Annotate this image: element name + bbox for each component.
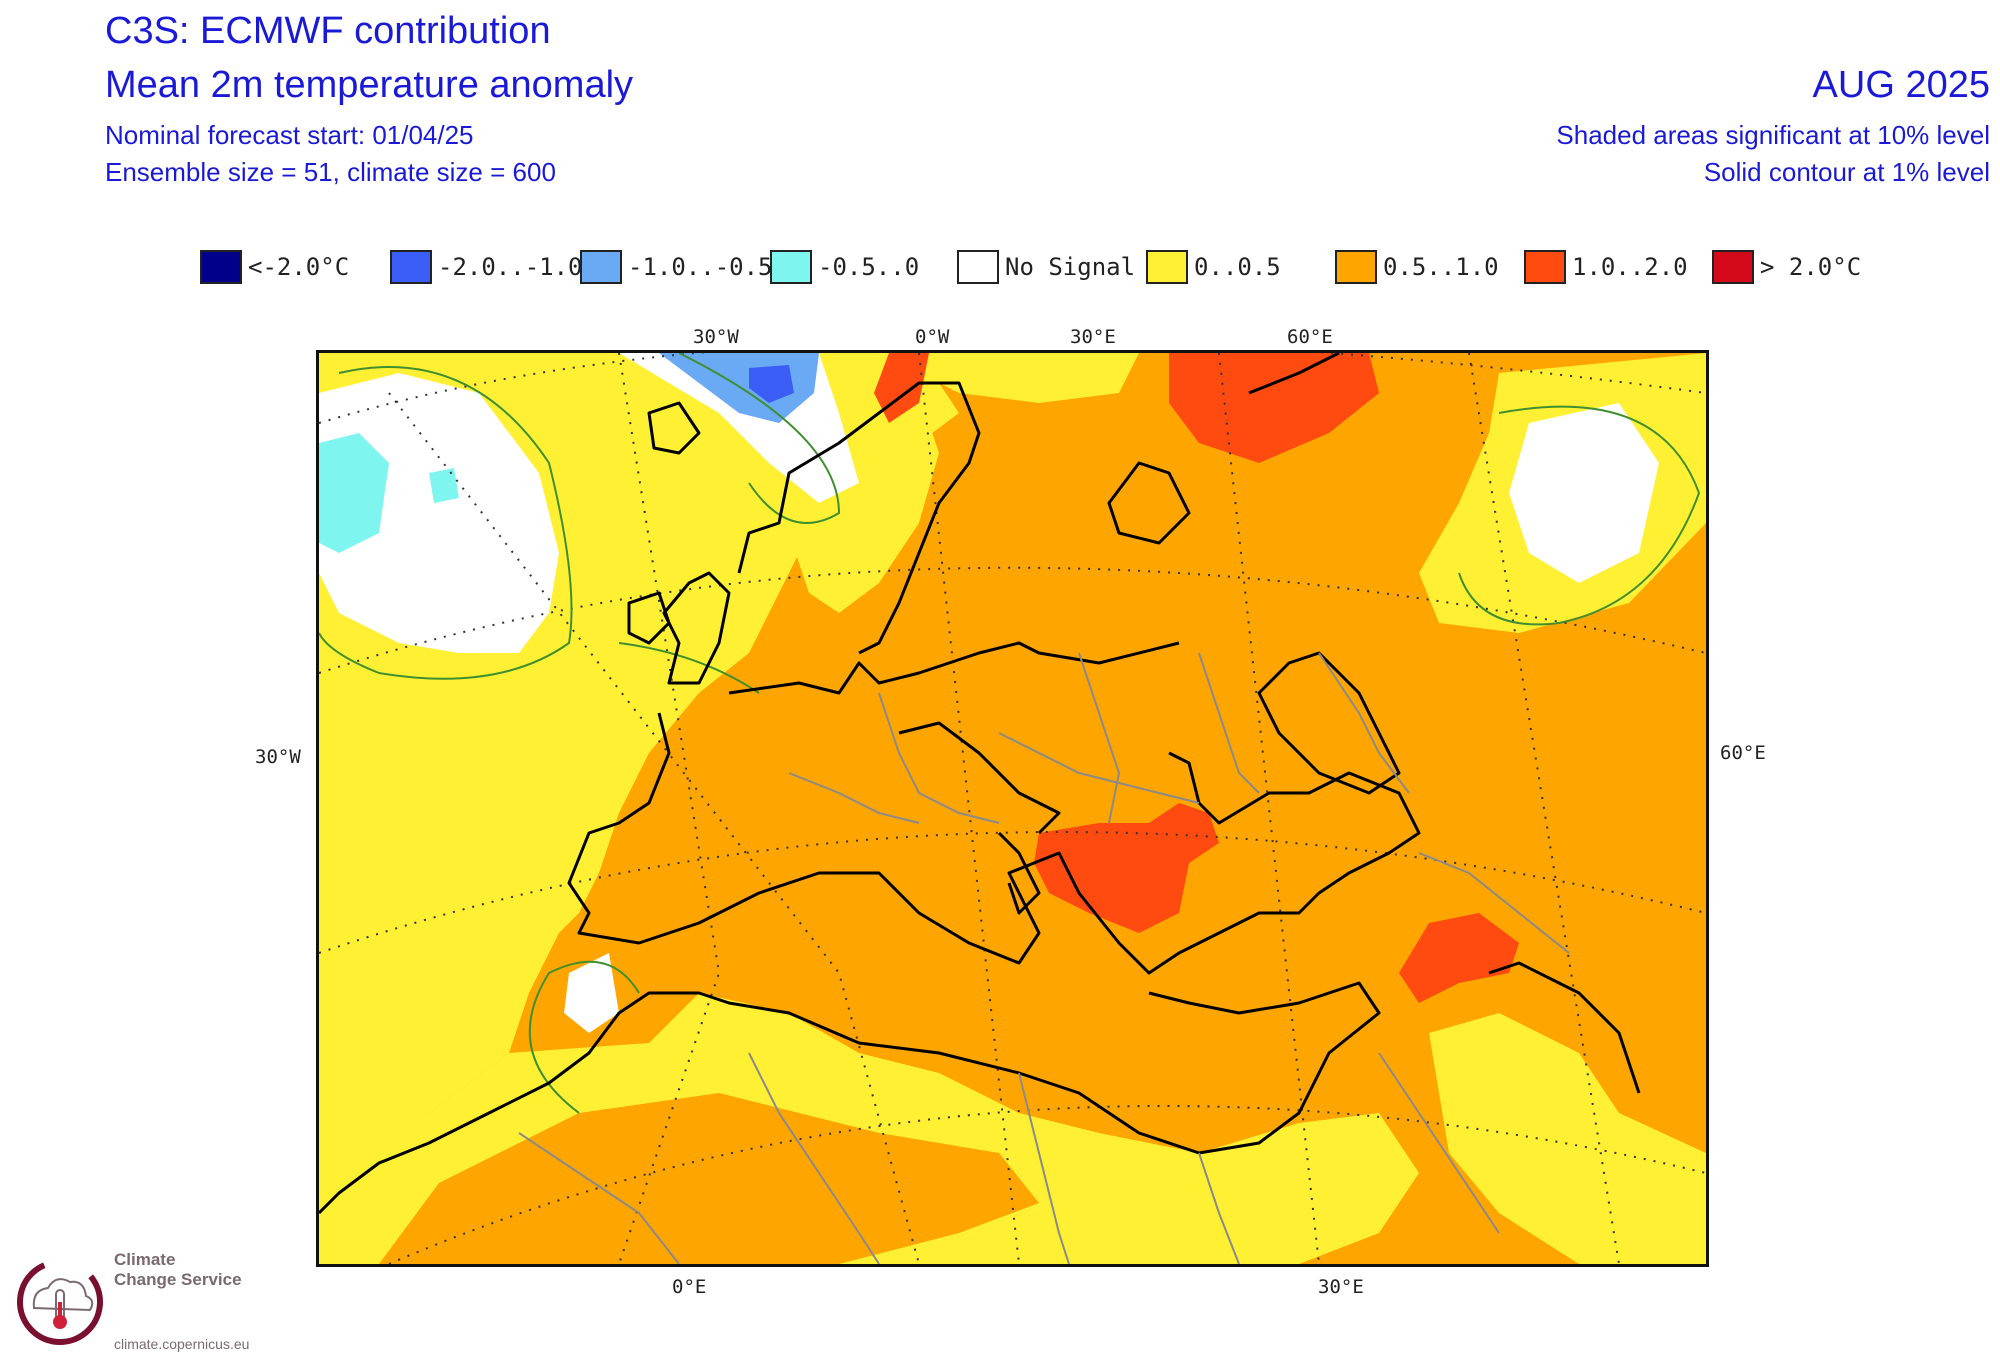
- ensemble-size-text: Ensemble size = 51, climate size = 600: [105, 157, 556, 187]
- legend-item: -2.0..-1.0: [390, 248, 583, 286]
- legend-item: <-2.0°C: [200, 248, 349, 286]
- legend-label: -2.0..-1.0: [438, 253, 583, 281]
- anomaly-region-blue: [749, 365, 794, 403]
- logo-name-line1: Climate: [114, 1250, 176, 1269]
- legend-item: > 2.0°C: [1712, 248, 1861, 286]
- legend-label: 0..0.5: [1194, 253, 1281, 281]
- legend-item: 0..0.5: [1146, 248, 1281, 286]
- legend-label: No Signal: [1005, 253, 1136, 281]
- legend: <-2.0°C -2.0..-1.0 -1.0..-0.5 -0.5..0 No…: [200, 248, 1900, 288]
- legend-item: -0.5..0: [770, 248, 919, 286]
- legend-label: -1.0..-0.5: [628, 253, 773, 281]
- legend-item: -1.0..-0.5: [580, 248, 773, 286]
- lon-label-bottom: 30°E: [1318, 1276, 1364, 1298]
- significance-1-note: Solid contour at 1% level: [1703, 157, 1990, 187]
- lat-label-right: 60°E: [1720, 742, 1766, 764]
- legend-swatch: [957, 250, 999, 284]
- legend-label: -0.5..0: [818, 253, 920, 281]
- legend-swatch: [1712, 250, 1754, 284]
- anomaly-map-svg: [319, 353, 1706, 1264]
- legend-swatch: [580, 250, 622, 284]
- anomaly-region-red: [1399, 913, 1519, 1003]
- logo-name-line2: Change Service: [114, 1270, 242, 1289]
- lon-label-top: 0°W: [915, 326, 950, 348]
- legend-label: 1.0..2.0: [1572, 253, 1688, 281]
- no-signal-region: [564, 953, 619, 1033]
- significance-10-note: Shaded areas significant at 10% level: [1556, 120, 1990, 150]
- c3s-logo: Climate Change Service climate.copernicu…: [12, 1250, 312, 1360]
- anomaly-region-orange: [379, 1093, 1039, 1264]
- legend-swatch: [390, 250, 432, 284]
- logo-name: Climate Change Service: [114, 1250, 242, 1290]
- anomaly-region-yellow: [879, 353, 1139, 403]
- lat-label-left: 30°W: [255, 746, 301, 768]
- anomaly-region-cyan: [429, 468, 459, 503]
- anomaly-region-red: [1169, 353, 1379, 463]
- map-title: C3S: ECMWF contribution: [105, 10, 551, 52]
- no-signal-region: [319, 373, 559, 653]
- anomaly-map: [316, 350, 1709, 1267]
- lon-label-top: 30°W: [693, 326, 739, 348]
- legend-swatch: [1524, 250, 1566, 284]
- legend-swatch: [200, 250, 242, 284]
- c3s-emblem-icon: [17, 1259, 103, 1345]
- legend-label: > 2.0°C: [1760, 253, 1862, 281]
- legend-label: 0.5..1.0: [1383, 253, 1499, 281]
- forecast-month: AUG 2025: [1812, 64, 1990, 106]
- lon-label-bottom: 0°E: [672, 1276, 707, 1298]
- map-subtitle: Mean 2m temperature anomaly: [105, 64, 634, 106]
- country-borders: [518, 652, 1570, 1264]
- legend-item: No Signal: [957, 248, 1135, 286]
- legend-swatch: [770, 250, 812, 284]
- legend-item: 1.0..2.0: [1524, 248, 1688, 286]
- lon-label-top: 30°E: [1070, 326, 1116, 348]
- forecast-start-text: Nominal forecast start: 01/04/25: [105, 120, 474, 150]
- coastline: [319, 353, 1641, 1215]
- anomaly-region-yellow: [1429, 1013, 1706, 1264]
- legend-label: <-2.0°C: [248, 253, 350, 281]
- anomaly-region-cyan: [319, 433, 389, 553]
- lon-label-top: 60°E: [1287, 326, 1333, 348]
- legend-swatch: [1146, 250, 1188, 284]
- graticule: [319, 353, 1706, 1264]
- anomaly-region-yellow: [789, 393, 939, 613]
- anomaly-region-red: [1034, 803, 1219, 933]
- legend-swatch: [1335, 250, 1377, 284]
- legend-item: 0.5..1.0: [1335, 248, 1499, 286]
- no-signal-region: [1509, 403, 1659, 583]
- logo-url: climate.copernicus.eu: [114, 1336, 250, 1352]
- significance-contour: [319, 353, 1701, 1114]
